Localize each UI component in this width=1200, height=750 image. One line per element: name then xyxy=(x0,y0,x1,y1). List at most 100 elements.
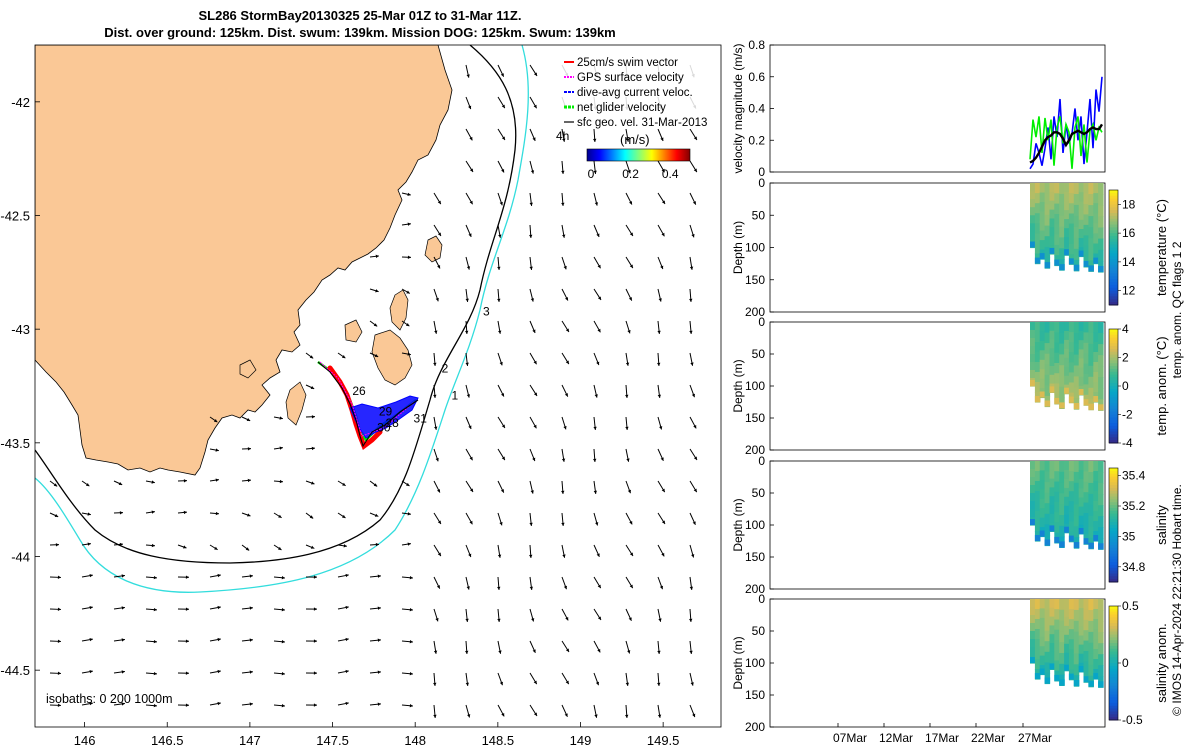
section-cell xyxy=(1044,662,1051,674)
current-vector-head xyxy=(215,448,219,452)
current-vector-head xyxy=(691,554,695,558)
current-vector-head xyxy=(498,650,502,654)
section-cell xyxy=(1059,376,1065,388)
current-vector-head xyxy=(561,202,565,206)
section-cell xyxy=(1044,204,1051,216)
section-cell xyxy=(1034,332,1041,343)
map-xtick-label: 149.5 xyxy=(647,733,680,748)
colorbar-cell xyxy=(1109,241,1118,246)
section-cell xyxy=(1030,493,1036,502)
current-vector-head xyxy=(153,703,157,708)
colorbar-cell xyxy=(1109,606,1118,610)
section-cell xyxy=(1059,482,1065,494)
section-cell xyxy=(1078,331,1085,341)
section-ylabel: Depth (m) xyxy=(731,636,745,689)
section-cell xyxy=(1054,352,1060,364)
current-vector-head xyxy=(119,511,123,515)
section-cell xyxy=(1098,516,1104,528)
map-legend: 25cm/s swim vector GPS surface velocity … xyxy=(556,53,720,181)
section-cell xyxy=(1044,332,1051,344)
current-vector-head xyxy=(469,456,473,461)
section-bottom-cell xyxy=(1049,663,1055,670)
section-cell xyxy=(1059,215,1065,228)
section-cell xyxy=(1068,649,1075,661)
section-cell xyxy=(1054,599,1060,610)
current-vector-head xyxy=(693,424,697,429)
current-vector-head xyxy=(627,489,631,494)
current-vector-head xyxy=(625,426,629,430)
current-vector-head xyxy=(342,482,346,486)
colorbar-cell xyxy=(1109,608,1118,613)
current-vector-head xyxy=(435,457,439,462)
section-bottom-cell xyxy=(1064,387,1070,394)
current-vector-head xyxy=(661,168,665,173)
current-vector-head xyxy=(593,426,597,430)
current-vector-head xyxy=(119,542,123,547)
section-cell xyxy=(1034,382,1041,393)
section-ytick-label: 0 xyxy=(758,592,765,606)
section-cell xyxy=(1030,599,1036,608)
section-bottom-cell xyxy=(1088,403,1094,410)
section-cell xyxy=(1030,501,1036,510)
track-day-label: 29 xyxy=(379,405,393,419)
current-vector-head xyxy=(529,554,533,558)
current-vector-head xyxy=(657,362,661,366)
colorbar-cell xyxy=(1109,207,1118,211)
colorbar-cell xyxy=(1109,284,1118,289)
section-bottom-cell xyxy=(1068,535,1075,542)
current-vector-head xyxy=(658,618,662,622)
track-day-label: 2 xyxy=(442,361,449,375)
section-cell xyxy=(1093,471,1099,482)
current-vector-head xyxy=(628,617,632,621)
section-cell xyxy=(1068,193,1075,204)
current-vector-head xyxy=(465,362,469,366)
current-vector-head xyxy=(57,575,61,579)
section-cell xyxy=(1068,342,1075,353)
current-vector-head xyxy=(217,701,221,706)
colorbar-cell xyxy=(1109,425,1118,430)
current-vector-head xyxy=(690,362,694,366)
section-cell xyxy=(1078,497,1085,508)
colorbar-cell xyxy=(1109,408,1118,413)
section-bottom-cell xyxy=(1059,264,1065,271)
current-vector-head xyxy=(375,254,379,258)
section-cell xyxy=(1054,342,1060,354)
colorbar-cell xyxy=(1109,473,1118,478)
colorbar-cell xyxy=(1109,434,1118,438)
current-vector-head xyxy=(661,488,665,493)
section-cell xyxy=(1088,461,1094,473)
current-vector-head xyxy=(310,385,315,390)
section-bottom-cell xyxy=(1054,536,1060,543)
section-cell xyxy=(1039,599,1046,609)
current-vector-head xyxy=(628,297,632,301)
colorbar-cell xyxy=(1109,714,1118,718)
colorbar-cell xyxy=(1109,485,1118,489)
colorbar-cell xyxy=(1109,556,1118,560)
section-bottom-cell xyxy=(1049,525,1055,532)
section-cell xyxy=(1078,599,1085,609)
current-vector-head xyxy=(627,650,631,654)
section-cell xyxy=(1093,362,1099,373)
section-cell xyxy=(1034,213,1041,224)
current-vector-head xyxy=(434,330,438,334)
current-vector-head xyxy=(279,479,283,484)
map-ytick-label: -42 xyxy=(11,95,30,110)
current-vector-head xyxy=(57,607,61,611)
section-cell xyxy=(1088,238,1094,250)
current-vector-head xyxy=(596,361,600,366)
section-cell xyxy=(1083,245,1089,257)
section-cell xyxy=(1044,641,1051,653)
section-cell xyxy=(1083,342,1089,354)
current-vector-head xyxy=(530,298,535,302)
current-vector-head xyxy=(151,510,155,514)
colorbar-frame xyxy=(1108,467,1119,583)
section-cell xyxy=(1034,659,1041,670)
section-cell xyxy=(1030,215,1036,224)
section-cell xyxy=(1039,636,1046,647)
current-vector-head xyxy=(217,573,221,578)
current-vector-head xyxy=(409,704,413,708)
section-cell xyxy=(1044,374,1051,386)
current-vector-head xyxy=(469,520,473,525)
section-cell xyxy=(1073,471,1080,484)
section-cell xyxy=(1034,481,1041,492)
